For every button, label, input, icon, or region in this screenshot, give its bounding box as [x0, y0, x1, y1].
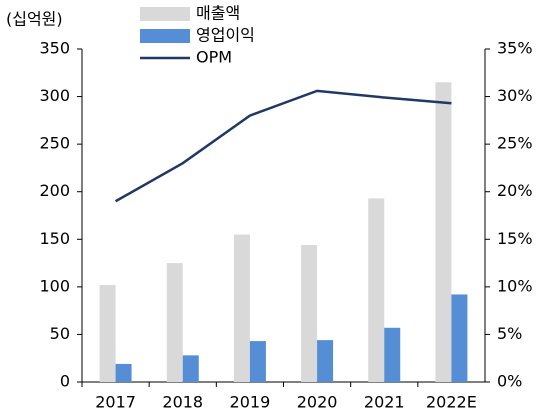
legend-label: 영업이익	[196, 26, 255, 45]
y2-tick-label: 0%	[497, 372, 522, 391]
y2-tick-label: 35%	[497, 39, 533, 58]
bar	[435, 82, 452, 383]
bar	[368, 198, 385, 382]
y-tick-label: 250	[39, 134, 70, 153]
y-tick-label: 0	[60, 372, 70, 391]
x-tick-label: 2020	[297, 393, 338, 412]
y-tick-label: 200	[39, 181, 70, 200]
y2-tick-label: 20%	[497, 181, 533, 200]
y2-tick-label: 15%	[497, 229, 533, 248]
bar	[182, 355, 199, 382]
x-tick-label: 2018	[162, 393, 203, 412]
bar	[451, 294, 468, 382]
y-tick-label: 100	[39, 276, 70, 295]
x-tick-label: 2019	[230, 393, 271, 412]
bar	[99, 284, 116, 382]
bar	[384, 327, 401, 382]
legend-label: 매출액	[196, 4, 240, 23]
bar	[301, 244, 318, 382]
y-tick-label: 350	[39, 39, 70, 58]
y2-tick-label: 30%	[497, 86, 533, 105]
y2-tick-label: 5%	[497, 324, 522, 343]
legend-swatch	[140, 29, 190, 43]
x-tick-label: 2021	[364, 393, 405, 412]
bar	[317, 340, 334, 382]
y-tick-label: 50	[50, 324, 70, 343]
y2-tick-label: 10%	[497, 276, 533, 295]
x-tick-label: 2017	[95, 393, 136, 412]
y-tick-label: 300	[39, 86, 70, 105]
y-tick-label: 150	[39, 229, 70, 248]
line	[114, 89, 452, 203]
bar	[115, 363, 132, 382]
bar	[249, 341, 266, 382]
y2-tick-label: 25%	[497, 134, 533, 153]
legend-label: OPM	[196, 48, 232, 67]
y-axis-label: (십억원)	[6, 10, 63, 29]
legend-swatch	[140, 7, 190, 21]
bar	[166, 263, 183, 382]
x-tick-label: 2022E	[426, 393, 477, 412]
bar	[233, 234, 250, 382]
